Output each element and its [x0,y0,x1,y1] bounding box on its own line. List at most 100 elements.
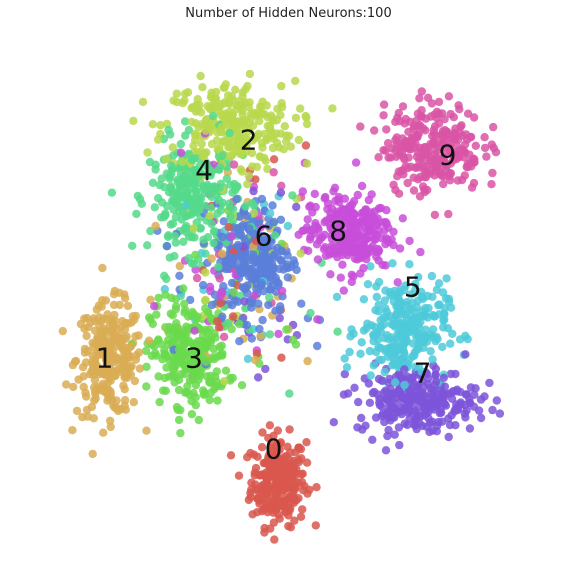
scatter-point [143,241,152,250]
scatter-point [175,271,184,280]
scatter-point [409,186,419,195]
scatter-point [68,426,77,435]
scatter-point [182,228,191,237]
scatter-point [343,389,353,398]
scatter-point [434,417,443,427]
scatter-point [166,183,175,193]
scatter-point [172,319,181,328]
scatter-point [283,221,293,231]
scatter-point [288,191,297,200]
scatter-point [203,180,212,190]
scatter-point [277,286,287,296]
scatter-point [236,118,245,127]
scatter-point [264,456,273,465]
scatter-point [277,181,286,190]
scatter-point [218,249,227,258]
scatter-point [156,121,165,130]
scatter-point [69,382,78,392]
scatter-point [275,467,284,477]
scatter-point [270,250,279,259]
scatter-point [337,233,347,242]
scatter-point [260,129,270,139]
scatter-point [249,208,259,218]
scatter-point [206,105,215,114]
scatter-point [224,222,233,232]
scatter-point [288,493,297,502]
scatter-point [281,131,291,140]
scatter-point [162,242,172,251]
scatter-point [411,139,420,149]
scatter-point [217,123,226,132]
scatter-point [177,215,186,224]
scatter-point [397,373,406,382]
scatter-point [229,160,239,169]
scatter-point [187,103,196,113]
scatter-point [201,126,210,135]
scatter-point [172,98,182,107]
scatter-point [269,168,278,177]
scatter-point [208,353,218,362]
scatter-point [162,363,171,372]
scatter-point [190,181,199,190]
scatter-point [301,141,311,150]
scatter-point [302,438,311,447]
scatter-point [198,83,207,92]
scatter-point [170,231,179,241]
scatter-point [327,234,336,244]
scatter-point [155,397,164,407]
scatter-point [253,452,262,461]
scatter-point [241,85,250,94]
scatter-point [304,246,313,255]
scatter-point [303,215,312,224]
scatter-point [288,335,298,345]
scatter-point [430,122,440,131]
scatter-point [381,286,390,295]
scatter-point [113,355,122,364]
scatter-point [240,297,249,306]
scatter-point [169,330,178,340]
scatter-point [432,427,441,436]
scatter-point [465,424,475,433]
scatter-point [135,194,145,204]
scatter-point [469,113,479,122]
scatter-point [349,272,358,281]
cluster-label-6: 6 [255,220,273,253]
scatter-point [435,300,444,309]
scatter-point [276,215,286,224]
scatter-point [244,119,254,128]
scatter-point [302,113,311,122]
scatter-point [364,244,373,254]
scatter-point [440,392,449,402]
scatter-point [375,398,384,407]
scatter-point [238,127,247,137]
scatter-point [434,97,444,107]
scatter-point [89,414,99,423]
scatter-point [177,358,186,367]
scatter-point [226,180,235,189]
scatter-point [74,375,83,384]
scatter-point [124,362,133,372]
scatter-point [415,192,425,201]
scatter-point [180,96,189,105]
scatter-point [432,160,441,169]
scatter-point [400,380,409,390]
scatter-point [290,516,299,525]
scatter-point [427,271,437,281]
scatter-point [312,483,321,492]
scatter-point [321,251,331,260]
scatter-point [175,202,185,211]
scatter-point [285,506,294,515]
scatter-point [356,349,365,358]
scatter-point [72,406,82,416]
scatter-point [233,182,242,191]
scatter-point [207,139,217,149]
scatter-point [445,168,454,178]
scatter-point [388,259,397,268]
scatter-point [267,111,276,120]
scatter-point [275,313,284,323]
cluster-label-7: 7 [414,357,432,390]
scatter-point [249,186,258,196]
scatter-point [282,325,291,334]
scatter-point [380,367,389,377]
